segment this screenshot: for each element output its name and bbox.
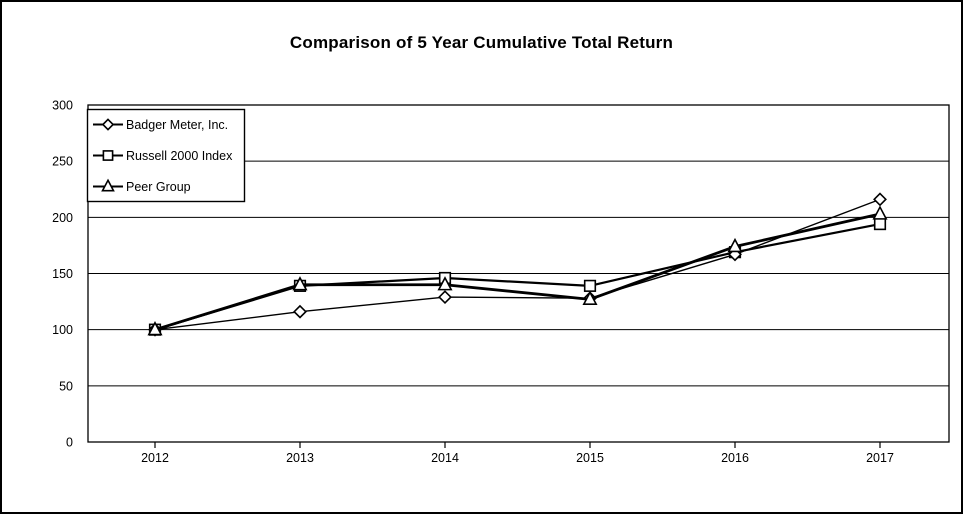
- marker-triangle-peer-group: [727, 237, 743, 253]
- y-axis-label: 0: [66, 436, 73, 450]
- x-axis-label: 2015: [576, 451, 604, 465]
- legend-marker-diamond: [101, 118, 115, 131]
- legend-item-russell-2000-index: Russell 2000 Index: [93, 149, 233, 163]
- legend-item-peer-group: Peer Group: [93, 178, 191, 194]
- marker-square-russell-2000-index: [873, 217, 887, 231]
- y-axis-label: 300: [52, 99, 73, 113]
- marker-diamond-badger-meter-inc: [873, 192, 887, 207]
- marker-triangle-peer-group: [437, 276, 453, 291]
- legend-label-russell-2000-index: Russell 2000 Index: [126, 149, 233, 163]
- legend-label-peer-group: Peer Group: [126, 180, 191, 194]
- y-axis-label: 100: [52, 323, 73, 337]
- plot-border: [87, 104, 950, 443]
- marker-square-russell-2000-index: [583, 279, 597, 292]
- y-axis-label: 200: [52, 211, 73, 225]
- y-axis-label: 150: [52, 267, 73, 281]
- series-badger-meter-inc: [148, 192, 887, 337]
- legend-marker-triangle: [101, 178, 115, 192]
- y-axis-label: 50: [59, 379, 73, 393]
- marker-triangle-peer-group: [292, 276, 308, 291]
- chart-title: Comparison of 5 Year Cumulative Total Re…: [289, 33, 674, 52]
- marker-diamond-badger-meter-inc: [293, 304, 307, 319]
- marker-triangle-peer-group: [147, 321, 163, 336]
- x-axis-label: 2012: [141, 451, 169, 465]
- series-line-badger-meter-inc: [154, 198, 881, 331]
- series-peer-group: [147, 205, 888, 336]
- x-axis-label: 2014: [431, 451, 459, 465]
- marker-triangle-peer-group: [872, 205, 888, 220]
- x-axis-label: 2017: [866, 451, 894, 465]
- legend-marker-square: [102, 150, 114, 161]
- legend-label-badger-meter-inc: Badger Meter, Inc.: [126, 118, 228, 132]
- marker-diamond-badger-meter-inc: [438, 290, 452, 305]
- y-axis-label: 250: [52, 155, 73, 169]
- legend: Badger Meter, Inc. Russell 2000 Index Peer…: [86, 108, 246, 203]
- marker-triangle-peer-group: [582, 290, 598, 306]
- legend-item-badger-meter-inc: Badger Meter, Inc.: [93, 118, 228, 132]
- marker-diamond-badger-meter-inc: [728, 247, 742, 262]
- series-line-peer-group: [154, 212, 881, 332]
- x-axis-label: 2013: [286, 451, 314, 465]
- x-axis-label: 2016: [721, 451, 749, 465]
